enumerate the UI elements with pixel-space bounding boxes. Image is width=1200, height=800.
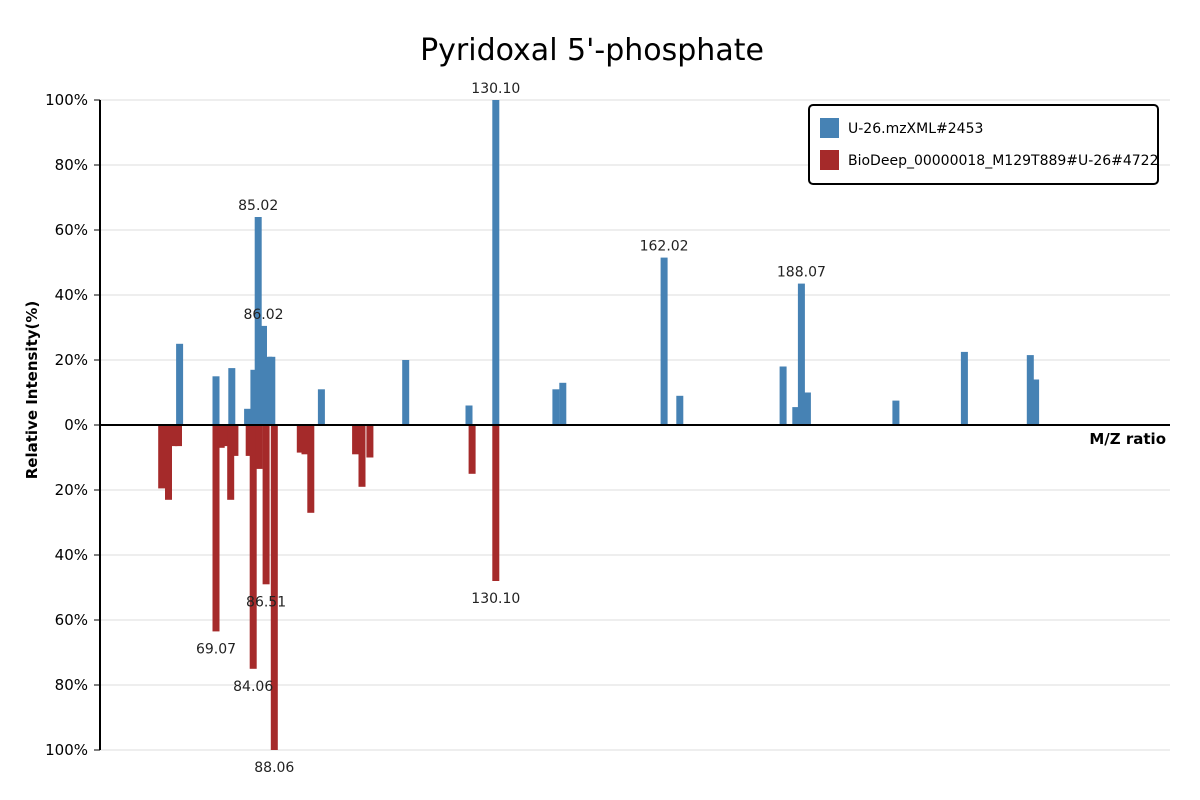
- reference-peak-bar: [366, 425, 374, 458]
- reference-peak-label: 69.07: [196, 641, 236, 657]
- x-axis-label: M/Z ratio: [1089, 430, 1166, 448]
- sample-peak-bar: [779, 366, 787, 425]
- sample-peak-bar: [492, 100, 500, 425]
- y-tick-label: 60%: [55, 221, 88, 239]
- y-tick-label: 20%: [55, 481, 88, 499]
- reference-peak-label: 88.06: [254, 760, 294, 776]
- reference-peak-label: 86.51: [246, 594, 286, 610]
- sample-peak-bar: [176, 343, 184, 426]
- reference-peak-bar: [223, 425, 230, 447]
- reference-peak-bar: [352, 425, 360, 455]
- legend-swatch: [820, 118, 839, 138]
- sample-peak-bar: [268, 356, 276, 426]
- legend-label: BioDeep_00000018_M129T889#U-26#4722: [848, 153, 1159, 169]
- sample-peak-label: 162.02: [640, 239, 689, 255]
- reference-peak-bar: [158, 425, 166, 489]
- y-tick-label: 60%: [55, 611, 88, 629]
- sample-peak-bar: [465, 405, 473, 425]
- peak-labels: 85.02 86.02 130.10 162.02 188.07 69.07 84.06 86…: [196, 81, 826, 776]
- reference-peak-bar: [358, 425, 366, 487]
- legend-swatch: [820, 150, 839, 170]
- sample-peak-bar: [892, 400, 900, 425]
- sample-peak-bar: [402, 360, 410, 425]
- sample-peak-bar: [803, 392, 811, 425]
- reference-peak-bar: [227, 425, 235, 500]
- grid-layer: [100, 99, 1170, 751]
- sample-peak-bar: [244, 408, 252, 426]
- reference-peak-bar: [175, 425, 182, 447]
- reference-peak-bar: [296, 425, 304, 453]
- y-tick-label: 80%: [55, 156, 88, 174]
- reference-peak-label: 130.10: [471, 591, 520, 607]
- sample-peak-bar: [254, 217, 262, 425]
- y-tick-label: 40%: [55, 286, 88, 304]
- legend-items: U-26.mzXML#2453 BioDeep_00000018_M129T889…: [820, 118, 1159, 170]
- sample-peak-bar: [1032, 379, 1040, 425]
- sample-peak-bar: [559, 382, 567, 426]
- y-tick-label: 0%: [64, 416, 88, 434]
- legend-label: U-26.mzXML#2453: [848, 121, 983, 137]
- reference-peak-bar: [249, 425, 257, 669]
- sample-peak-bar: [660, 257, 668, 425]
- y-tick-label: 100%: [45, 741, 88, 759]
- sample-peak-bar: [260, 325, 267, 425]
- sample-peak-bar: [250, 369, 258, 426]
- y-tick-label: 20%: [55, 351, 88, 369]
- reference-peak-bar: [262, 425, 270, 585]
- reference-peak-label: 84.06: [233, 679, 273, 695]
- sample-peak-bar: [960, 351, 968, 425]
- sample-peak-bar: [676, 395, 684, 426]
- reference-peak-bar: [301, 425, 309, 455]
- sample-peak-bar: [212, 376, 220, 426]
- sample-peak-bar: [797, 283, 805, 425]
- reference-peak-bar: [217, 425, 225, 448]
- chart-title: Pyridoxal 5'-phosphate: [420, 33, 764, 68]
- reference-peak-bar: [307, 425, 315, 513]
- reference-peak-bar: [468, 425, 476, 474]
- reference-peak-bar: [270, 425, 278, 750]
- reference-peak-bar: [492, 425, 500, 581]
- reference-peak-bar: [245, 425, 253, 456]
- bars-layer: [158, 100, 1040, 750]
- sample-peak-label: 85.02: [238, 198, 278, 214]
- sample-peak-bar: [1026, 355, 1034, 425]
- y-tick-label: 40%: [55, 546, 88, 564]
- sample-peak-label: 86.02: [243, 307, 283, 323]
- sample-peak-label: 130.10: [471, 81, 520, 97]
- y-tick-label: 80%: [55, 676, 88, 694]
- reference-peak-bar: [165, 425, 172, 500]
- sample-peak-bar: [228, 368, 236, 425]
- reference-peak-bar: [255, 425, 263, 469]
- legend: U-26.mzXML#2453 BioDeep_00000018_M129T889…: [808, 104, 1159, 185]
- sample-peak-bar: [552, 389, 560, 426]
- y-axis-label: Relative Intensity(%): [23, 301, 41, 480]
- reference-peak-bar: [231, 425, 239, 456]
- reference-peak-bar: [170, 425, 178, 447]
- y-ticks: 100% 80% 60% 40% 20% 0% 20% 40% 60% 80% 100%: [45, 91, 100, 759]
- y-tick-label: 100%: [45, 91, 88, 109]
- legend-box: [808, 104, 1159, 185]
- sample-peak-label: 188.07: [777, 265, 826, 281]
- sample-peak-bar: [317, 389, 325, 426]
- reference-peak-bar: [212, 425, 220, 632]
- sample-peak-bar: [792, 407, 800, 425]
